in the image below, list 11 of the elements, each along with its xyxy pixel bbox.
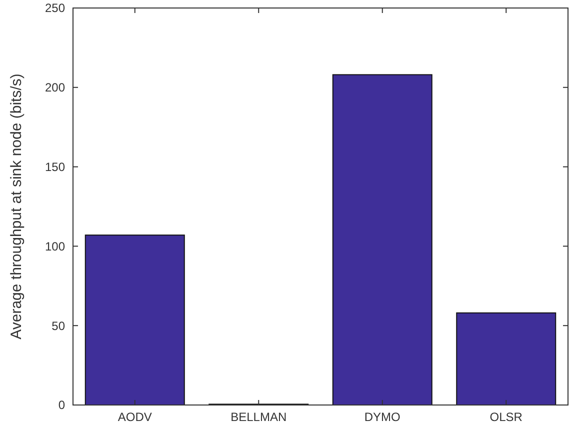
y-tick-label: 50 xyxy=(52,318,66,333)
y-tick-label: 250 xyxy=(44,1,66,16)
x-tick-label: AODV xyxy=(118,410,152,424)
x-tick-label: OLSR xyxy=(490,410,523,424)
y-axis-title: Average throughput at sink node (bits/s) xyxy=(8,74,25,340)
y-tick-label: 0 xyxy=(58,398,66,412)
x-tick-label: BELLMAN xyxy=(230,410,287,424)
y-tick-label: 150 xyxy=(44,160,66,174)
x-tick-label: DYMO xyxy=(364,410,400,424)
y-tick-label: 200 xyxy=(44,80,66,95)
y-tick-label: 100 xyxy=(44,239,66,254)
